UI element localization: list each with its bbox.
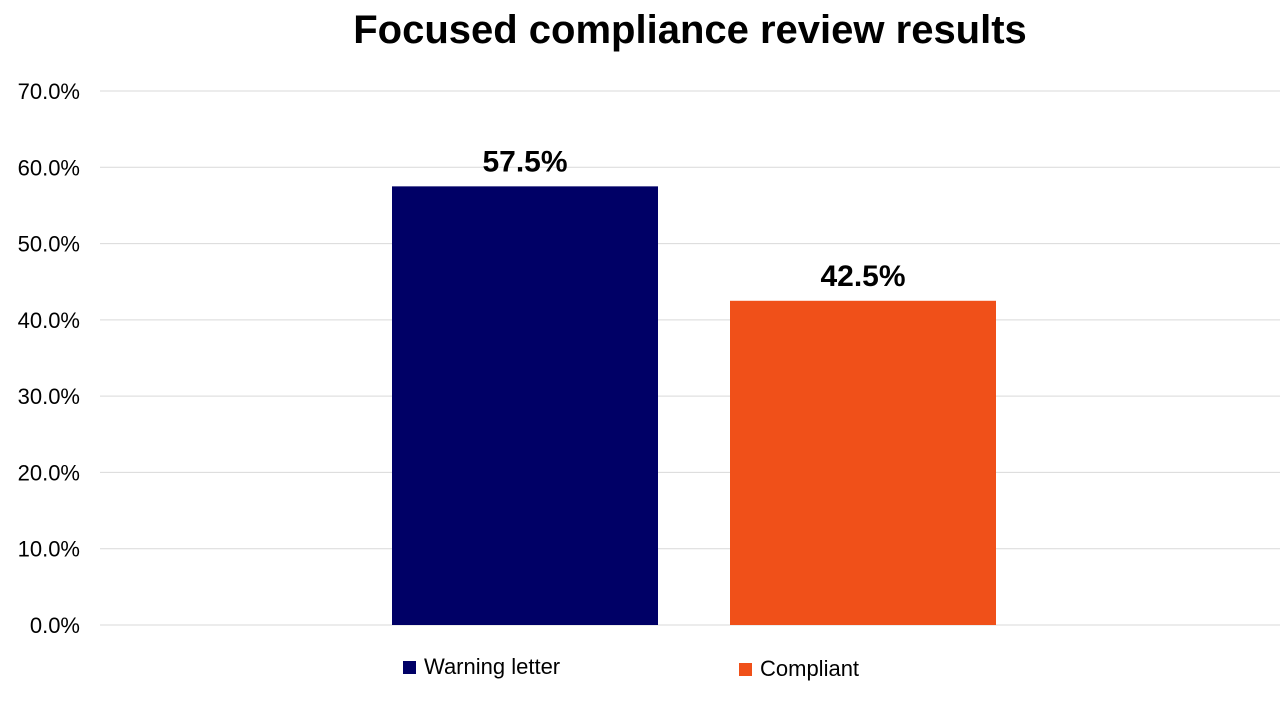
- y-tick-label: 30.0%: [18, 384, 80, 409]
- y-tick-label: 0.0%: [30, 613, 80, 638]
- y-tick-label: 10.0%: [18, 537, 80, 562]
- legend-item-compliant: Compliant: [739, 656, 859, 682]
- legend-item-warning-letter: Warning letter: [403, 654, 560, 680]
- bar-compliant: [730, 300, 996, 625]
- y-tick-label: 40.0%: [18, 308, 80, 333]
- legend: Warning letter Compliant: [0, 650, 1280, 690]
- y-tick-label: 50.0%: [18, 232, 80, 257]
- legend-swatch-compliant: [739, 662, 752, 676]
- legend-label-compliant: Compliant: [760, 656, 860, 681]
- y-tick-label: 20.0%: [18, 460, 80, 485]
- data-label: 57.5%: [482, 145, 567, 178]
- legend-swatch-warning-letter: [403, 660, 416, 674]
- chart-title: Focused compliance review results: [353, 8, 1027, 52]
- y-tick-label: 70.0%: [18, 79, 80, 104]
- legend-label-warning-letter: Warning letter: [424, 654, 561, 679]
- y-tick-label: 60.0%: [18, 155, 80, 180]
- data-label: 42.5%: [820, 260, 905, 293]
- bar-warning-letter: [392, 186, 658, 625]
